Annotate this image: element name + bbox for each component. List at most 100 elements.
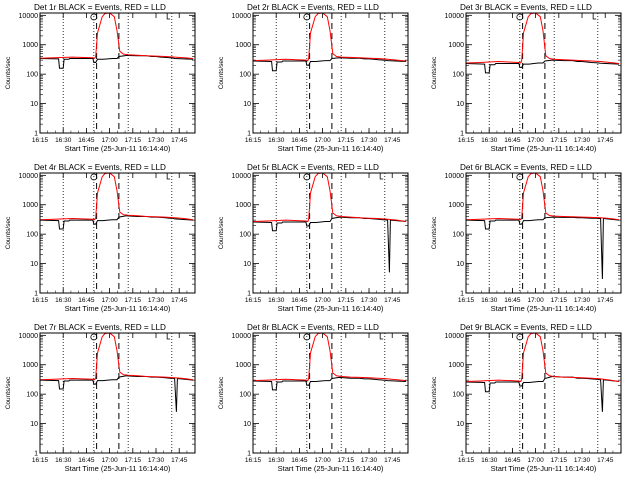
panel-title: Det 2r BLACK = Events, RED = LLD <box>247 3 379 12</box>
series-line-lld <box>253 333 407 382</box>
marker-circle <box>90 13 98 21</box>
y-tick-label: 10000 <box>445 13 465 20</box>
series-line-lld <box>40 333 194 381</box>
x-tick-label: 17:15 <box>338 137 355 144</box>
y-tick-label: 100 <box>452 72 464 79</box>
x-tick-label: 16:45 <box>504 137 521 144</box>
marker-bracket <box>592 332 597 340</box>
panel-title: Det 5r BLACK = Events, RED = LLD <box>247 163 379 172</box>
x-tick-label: 17:45 <box>384 137 401 144</box>
x-tick-label: 16:45 <box>504 297 521 304</box>
x-tick-label: 17:15 <box>338 457 355 464</box>
panel-det-7: Det 7r BLACK = Events, RED = LLD 1 10 100 10… <box>5 323 196 473</box>
x-tick-label: 17:00 <box>314 137 331 144</box>
series-line-lld <box>466 13 620 64</box>
x-tick-label: 17:00 <box>314 297 331 304</box>
x-tick-label: 17:45 <box>597 457 614 464</box>
y-tick-label: 1000 <box>448 362 464 369</box>
panel-title: Det 6r BLACK = Events, RED = LLD <box>460 163 592 172</box>
panel-det-3: Det 3r BLACK = Events, RED = LLD 1 10 100 10… <box>431 3 622 153</box>
y-axis-label: Counts/sec <box>431 376 438 409</box>
series-line-lld <box>253 13 407 62</box>
panel-title: Det 3r BLACK = Events, RED = LLD <box>460 3 592 12</box>
y-tick-label: 1 <box>460 291 464 298</box>
y-tick-label: 10 <box>30 261 38 268</box>
x-axis-label: Start Time (25-Jun-11 16:14:40) <box>491 144 597 153</box>
x-tick-label: 17:45 <box>171 137 188 144</box>
y-tick-label: 1000 <box>235 202 251 209</box>
x-tick-label: 17:30 <box>574 137 591 144</box>
y-tick-label: 100 <box>239 72 251 79</box>
y-tick-label: 1 <box>460 131 464 138</box>
x-tick-label: 17:30 <box>361 457 378 464</box>
x-tick-label: 17:30 <box>148 297 165 304</box>
series-line-lld <box>253 173 407 223</box>
series-line-events <box>466 216 620 280</box>
x-axis-label: Start Time (25-Jun-11 16:14:40) <box>491 464 597 473</box>
y-tick-label: 10 <box>456 421 464 428</box>
marker-bracket <box>379 172 384 180</box>
x-tick-label: 17:15 <box>125 137 142 144</box>
y-tick-label: 1 <box>34 291 38 298</box>
series-line-events <box>40 375 194 412</box>
series-line-lld <box>40 13 194 59</box>
x-tick-label: 16:45 <box>78 297 95 304</box>
series-line-events <box>253 216 407 273</box>
x-tick-label: 16:30 <box>481 137 498 144</box>
x-tick-label: 17:15 <box>125 297 142 304</box>
x-tick-label: 17:30 <box>574 297 591 304</box>
x-axis-label: Start Time (25-Jun-11 16:14:40) <box>65 464 171 473</box>
x-tick-label: 16:30 <box>481 457 498 464</box>
marker-bracket <box>166 172 171 180</box>
x-tick-label: 16:15 <box>458 457 475 464</box>
x-tick-label: 16:30 <box>268 137 285 144</box>
series-line-events <box>253 57 407 72</box>
x-tick-label: 17:15 <box>551 457 568 464</box>
series-line-events <box>253 376 407 391</box>
x-tick-label: 17:30 <box>574 457 591 464</box>
x-axis-label: Start Time (25-Jun-11 16:14:40) <box>65 144 171 153</box>
x-tick-label: 16:15 <box>458 137 475 144</box>
x-tick-label: 16:30 <box>55 297 72 304</box>
panel-det-8: Det 8r BLACK = Events, RED = LLD 1 10 100 10… <box>218 323 409 473</box>
y-tick-label: 10000 <box>445 333 465 340</box>
x-tick-label: 16:45 <box>291 297 308 304</box>
series-line-events <box>40 215 194 230</box>
x-tick-label: 16:45 <box>291 137 308 144</box>
x-tick-label: 17:45 <box>597 137 614 144</box>
x-tick-label: 17:45 <box>384 457 401 464</box>
y-tick-label: 1000 <box>235 42 251 49</box>
x-axis-label: Start Time (25-Jun-11 16:14:40) <box>278 464 384 473</box>
x-tick-label: 17:00 <box>101 457 118 464</box>
x-tick-label: 16:45 <box>291 457 308 464</box>
y-axis-label: Counts/sec <box>431 56 438 89</box>
x-tick-label: 17:30 <box>148 457 165 464</box>
x-axis-label: Start Time (25-Jun-11 16:14:40) <box>65 304 171 313</box>
panel-det-5: Det 5r BLACK = Events, RED = LLD 1 10 100 10… <box>218 163 409 313</box>
x-tick-label: 16:15 <box>245 297 262 304</box>
x-tick-label: 16:30 <box>268 297 285 304</box>
x-tick-label: 16:30 <box>55 457 72 464</box>
y-tick-label: 10000 <box>232 173 252 180</box>
marker-circle <box>90 333 98 341</box>
x-tick-label: 17:45 <box>171 457 188 464</box>
y-tick-label: 100 <box>26 392 38 399</box>
series-line-lld <box>40 173 194 221</box>
x-tick-label: 16:15 <box>245 137 262 144</box>
x-tick-label: 17:00 <box>314 457 331 464</box>
series-line-events <box>466 375 620 412</box>
marker-circle <box>90 173 98 181</box>
x-tick-label: 17:00 <box>527 297 544 304</box>
x-tick-label: 17:00 <box>527 457 544 464</box>
y-tick-label: 10 <box>456 261 464 268</box>
y-axis-label: Counts/sec <box>5 216 12 249</box>
y-tick-label: 1000 <box>22 202 38 209</box>
x-tick-label: 17:30 <box>148 137 165 144</box>
x-tick-label: 17:15 <box>551 297 568 304</box>
x-tick-label: 16:30 <box>55 137 72 144</box>
panel-det-4: Det 4r BLACK = Events, RED = LLD 1 10 100 10… <box>5 163 196 313</box>
y-axis-label: Counts/sec <box>218 56 225 89</box>
x-tick-label: 16:15 <box>245 457 262 464</box>
y-axis-label: Counts/sec <box>5 56 12 89</box>
x-axis-label: Start Time (25-Jun-11 16:14:40) <box>491 304 597 313</box>
